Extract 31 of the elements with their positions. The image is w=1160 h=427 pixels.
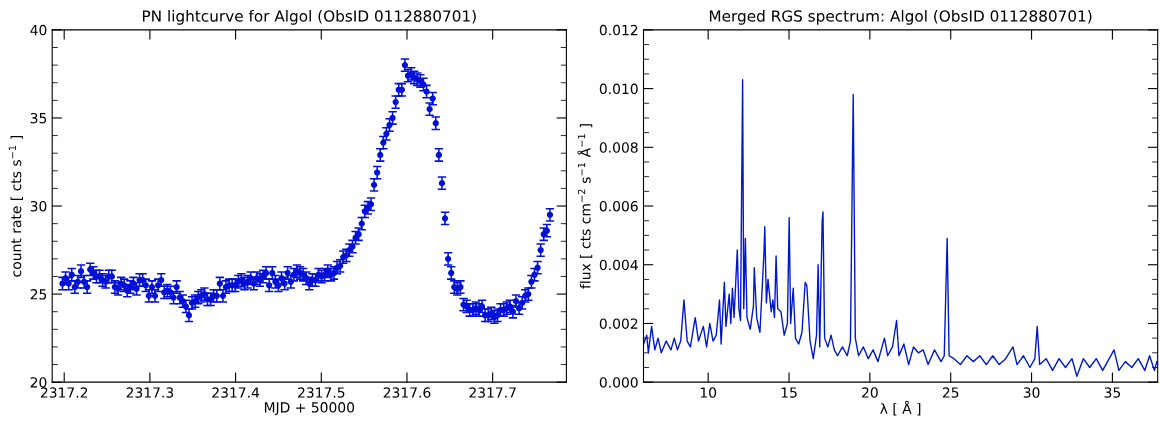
- y-tick-label: 0.006: [599, 201, 638, 212]
- y-tick-label: 0.000: [599, 377, 638, 388]
- y-tick-label: 25: [30, 289, 47, 300]
- x-axis-title: MJD + 50000: [264, 402, 355, 416]
- x-tick-label: 20: [862, 387, 878, 398]
- x-tick-label: 2317.3: [126, 387, 174, 398]
- line-series: [643, 79, 1158, 377]
- x-tick-label: 10: [700, 387, 717, 398]
- y-tick-label: 0.004: [599, 259, 638, 271]
- y-axis-title: flux [ cts cm$^{−2}$ s$^{−1}$ Å$^{−1}$ ]: [577, 124, 593, 289]
- x-tick-label: 15: [781, 387, 797, 398]
- x-tick-label: 25: [942, 387, 959, 398]
- x-tick-label: 2317.6: [383, 387, 431, 398]
- x-tick-label: 2317.4: [212, 387, 260, 398]
- x-tick-label: 2317.7: [469, 387, 516, 398]
- y-tick-label: 40: [30, 24, 47, 36]
- x-tick-label: 2317.5: [298, 387, 345, 398]
- x-tick-label: 2317.2: [40, 387, 88, 398]
- chart-title: PN lightcurve for Algol (ObsID 0112880701): [142, 9, 476, 25]
- y-tick-label: 30: [30, 201, 47, 212]
- y-tick-label: 0.002: [599, 318, 638, 329]
- y-tick-label: 20: [30, 377, 47, 388]
- x-axis-title: λ [ Å ]: [880, 400, 921, 416]
- chart-title: Merged RGS spectrum: Algol (ObsID 0112880701): [709, 9, 1092, 25]
- y-tick-label: 0.010: [599, 83, 638, 95]
- y-axis-title: count rate [ cts s$^{−1}$ ]: [8, 135, 23, 277]
- y-tick-label: 0.012: [599, 24, 638, 36]
- x-tick-label: 30: [1023, 387, 1040, 398]
- y-tick-label: 0.008: [599, 142, 638, 153]
- y-tick-label: 35: [30, 112, 47, 124]
- x-tick-label: 35: [1104, 387, 1121, 398]
